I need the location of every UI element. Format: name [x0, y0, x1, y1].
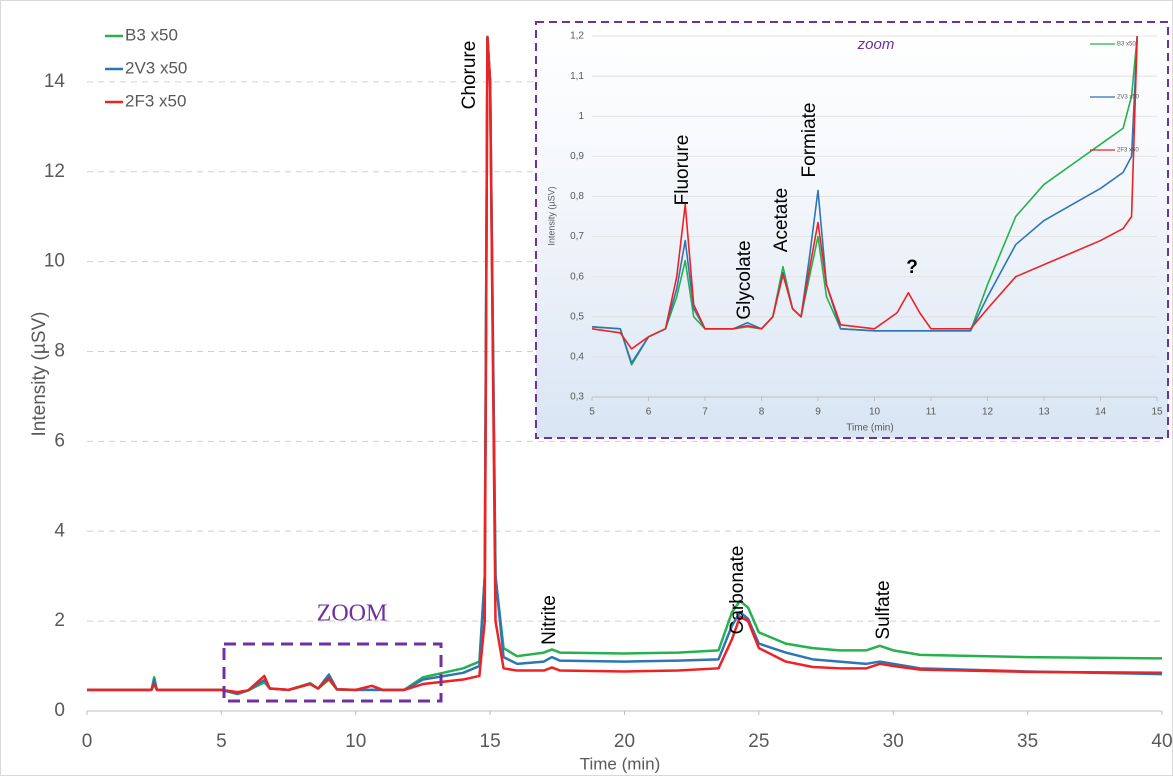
- x-tick-label: 5: [216, 731, 227, 752]
- y-axis-label: Intensity (µSV): [546, 186, 556, 245]
- legend-label: 2V3 x50: [125, 58, 187, 77]
- y-tick-label: 0,4: [570, 352, 584, 363]
- legend-label: 2F3 x50: [1117, 148, 1139, 154]
- x-axis-label: Time (min): [846, 423, 893, 434]
- zoom-box: [222, 642, 443, 703]
- series-line: [591, 35, 1139, 366]
- x-tick-label: 6: [646, 407, 652, 418]
- x-tick-label: 15: [1151, 407, 1163, 418]
- x-axis-label: Time (min): [580, 754, 661, 773]
- annotation: Nitrite: [539, 595, 560, 645]
- legend-label: 2F3 x50: [125, 91, 186, 110]
- annotation: Acetate: [771, 188, 792, 252]
- y-tick-label: 0,5: [570, 311, 584, 322]
- y-tick-label: 1: [578, 111, 584, 122]
- y-axis-label: Intensity (µSV): [29, 312, 50, 437]
- annotation: Fluorure: [672, 135, 693, 206]
- legend-label: B3 x50: [125, 25, 178, 44]
- y-tick-label: 0,6: [570, 271, 584, 282]
- annotation: Sulfate: [873, 580, 894, 639]
- x-tick-label: 10: [345, 731, 366, 752]
- x-tick-label: 30: [883, 731, 904, 752]
- y-tick-label: 14: [44, 71, 66, 92]
- annotation: Glycolate: [734, 240, 755, 319]
- x-tick-label: 8: [759, 407, 765, 418]
- x-tick-label: 15: [480, 731, 501, 752]
- y-tick-label: 1,1: [570, 71, 584, 82]
- annotation: ZOOM: [317, 601, 388, 627]
- y-tick-label: 12: [44, 161, 65, 182]
- annotation: ?: [906, 257, 918, 278]
- y-tick-label: 2: [54, 610, 65, 631]
- x-tick-label: 40: [1151, 731, 1172, 752]
- annotation: Chorure: [459, 41, 480, 110]
- y-tick-label: 1,2: [570, 31, 584, 42]
- y-tick-label: 0: [54, 700, 65, 721]
- y-tick-label: 0,9: [570, 151, 584, 162]
- y-tick-label: 8: [54, 341, 65, 362]
- inset-frame: [535, 21, 1169, 439]
- y-tick-label: 6: [54, 430, 65, 451]
- annotation: Carbonate: [727, 546, 748, 635]
- x-tick-label: 9: [815, 407, 821, 418]
- x-tick-label: 14: [1095, 407, 1107, 418]
- legend-label: 2V3 x50: [1117, 95, 1140, 101]
- x-tick-label: 13: [1038, 407, 1050, 418]
- series-line: [87, 35, 1163, 694]
- x-tick-label: 25: [748, 731, 769, 752]
- x-tick-label: 5: [589, 407, 595, 418]
- annotation: Formiate: [799, 103, 820, 178]
- inset-title: zoom: [857, 36, 895, 53]
- x-tick-label: 20: [614, 731, 635, 752]
- inset-chart: 0,3 0,4 0,5 0,6 0,7 0,8 0,9 1 1,1 1,2 5 6 7 8 9 10 11 12 1…: [546, 31, 1163, 434]
- x-tick-label: 12: [982, 407, 994, 418]
- series-line: [591, 35, 1139, 350]
- y-tick-label: 0,7: [570, 231, 584, 242]
- x-tick-label: 10: [869, 407, 881, 418]
- x-tick-label: 0: [82, 731, 93, 752]
- x-tick-label: 11: [926, 407, 937, 418]
- x-tick-label: 35: [1017, 731, 1038, 752]
- series-line: [591, 35, 1139, 364]
- y-tick-label: 0,8: [570, 191, 584, 202]
- legend-label: B3 x50: [1117, 42, 1136, 48]
- x-tick-label: 7: [702, 407, 708, 418]
- y-tick-label: 4: [54, 520, 65, 541]
- y-tick-label: 0,3: [570, 392, 584, 403]
- y-tick-label: 10: [44, 251, 65, 272]
